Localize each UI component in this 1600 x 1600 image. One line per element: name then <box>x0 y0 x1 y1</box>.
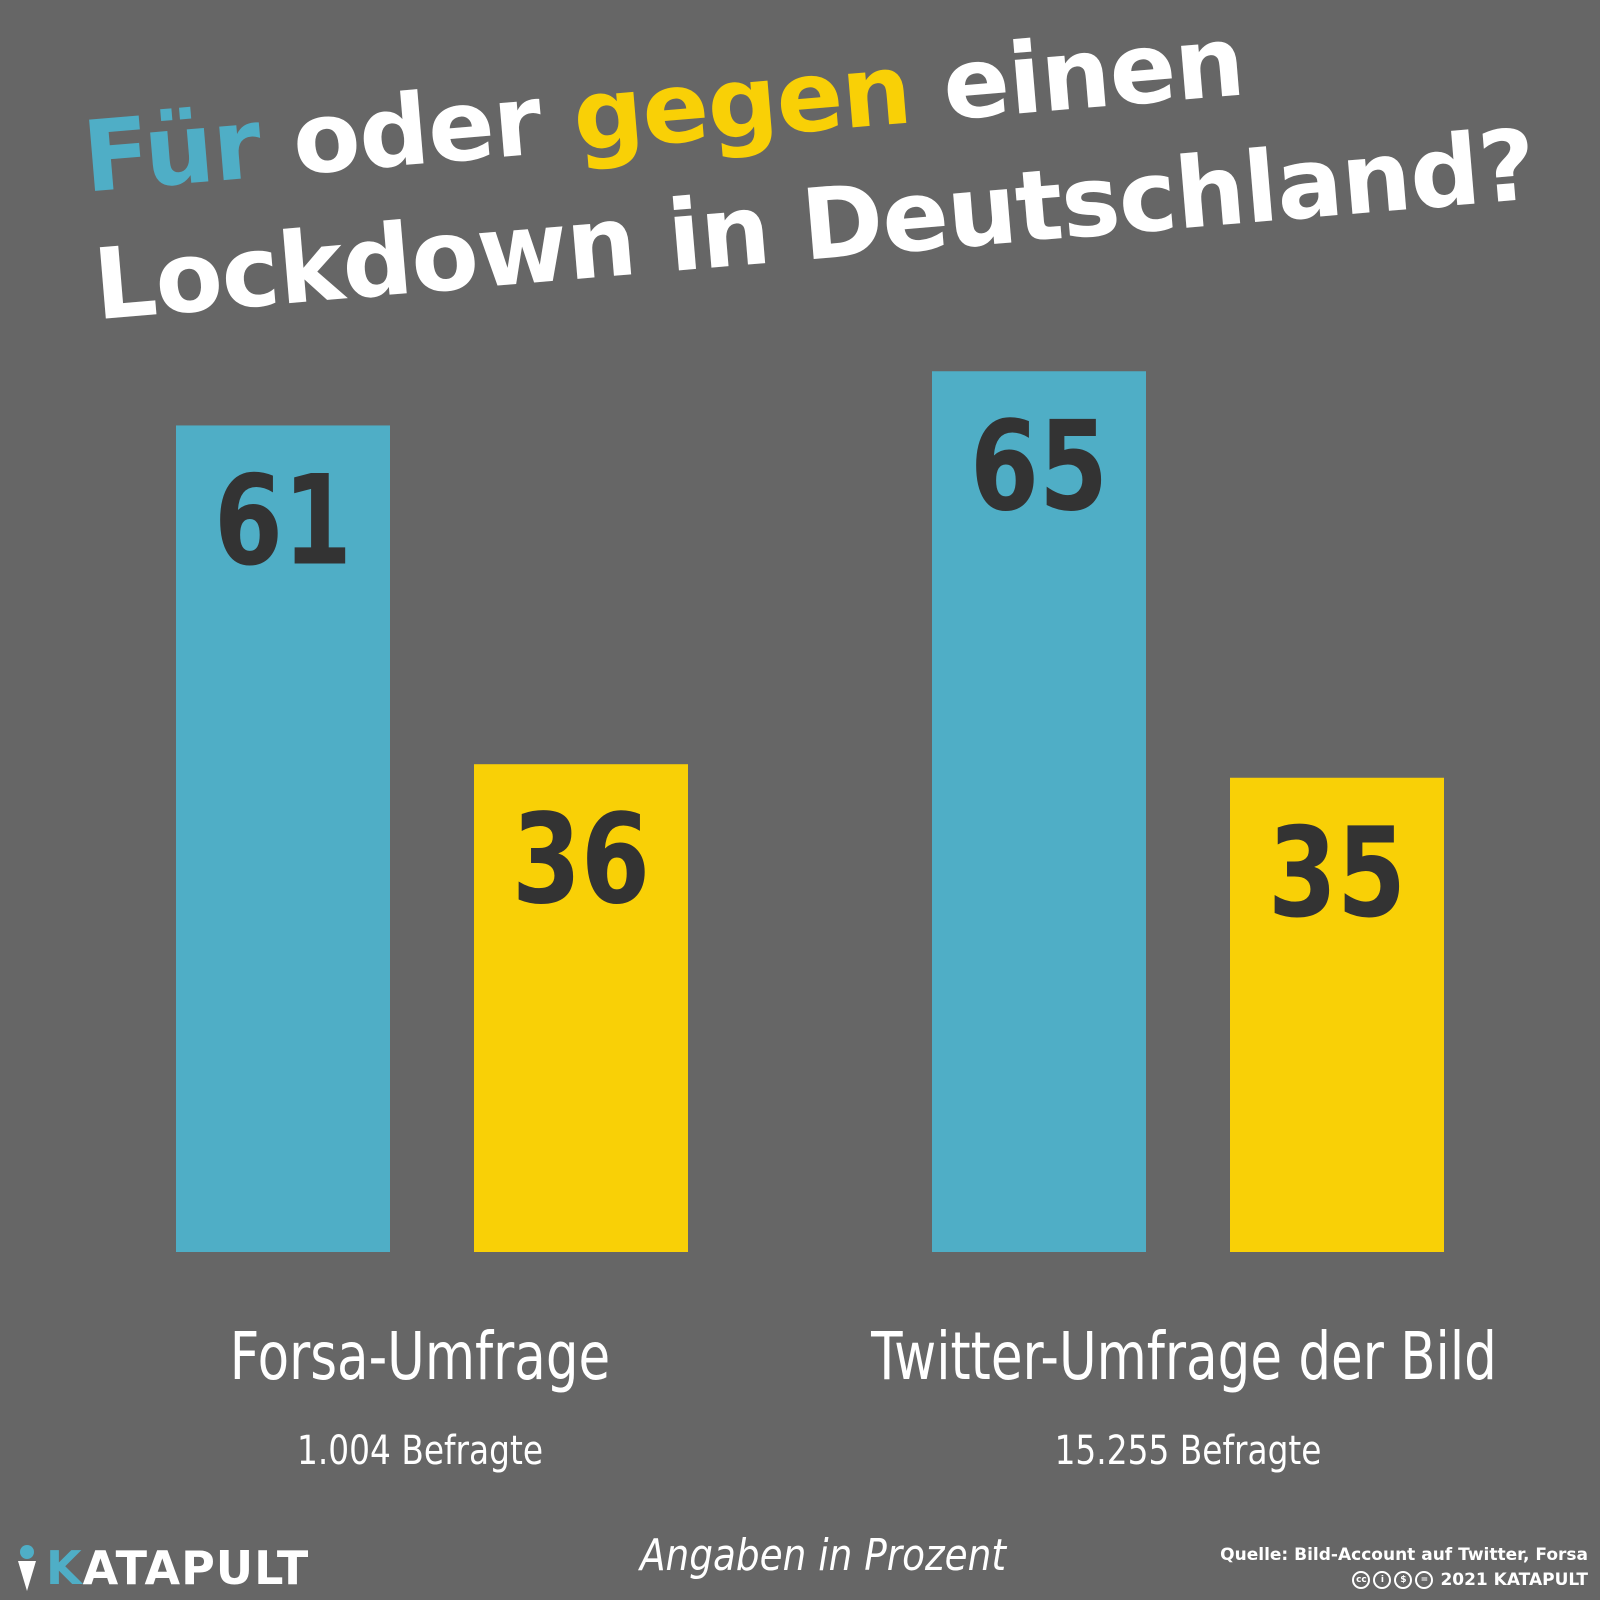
bar-against-0 <box>474 764 688 1252</box>
cc-icon: cc <box>1352 1571 1371 1589</box>
license-text: 2021 KATAPULT <box>1440 1570 1588 1590</box>
by-icon: i <box>1373 1571 1392 1589</box>
category-label-twitter: Twitter-Umfrage der Bild <box>871 1318 1497 1395</box>
katapult-logo: KATAPULT <box>16 1541 310 1595</box>
value-label-for-1: 65 <box>970 396 1108 540</box>
value-label-against-1: 35 <box>1268 802 1406 946</box>
bar-for-1 <box>932 371 1146 1252</box>
category-label-forsa: Forsa-Umfrage <box>229 1318 611 1395</box>
source-note: Quelle: Bild-Account auf Twitter, Forsa <box>1220 1545 1588 1565</box>
bar-against-1 <box>1230 777 1444 1252</box>
nc-icon: $ <box>1394 1571 1413 1589</box>
license-badge: cc i $ = 2021 KATAPULT <box>1352 1570 1588 1590</box>
catapult-icon <box>18 1545 36 1591</box>
logo-wordmark: KATAPULT <box>46 1541 310 1595</box>
category-subtitle-twitter: 15.255 Befragte <box>1054 1428 1322 1474</box>
value-label-against-0: 36 <box>512 788 650 932</box>
category-subtitle-forsa: 1.004 Befragte <box>297 1428 543 1474</box>
nd-icon: = <box>1415 1571 1434 1589</box>
bar-for-0 <box>176 425 390 1252</box>
value-label-for-0: 61 <box>214 450 352 594</box>
unit-note: Angaben in Prozent <box>639 1530 1007 1581</box>
